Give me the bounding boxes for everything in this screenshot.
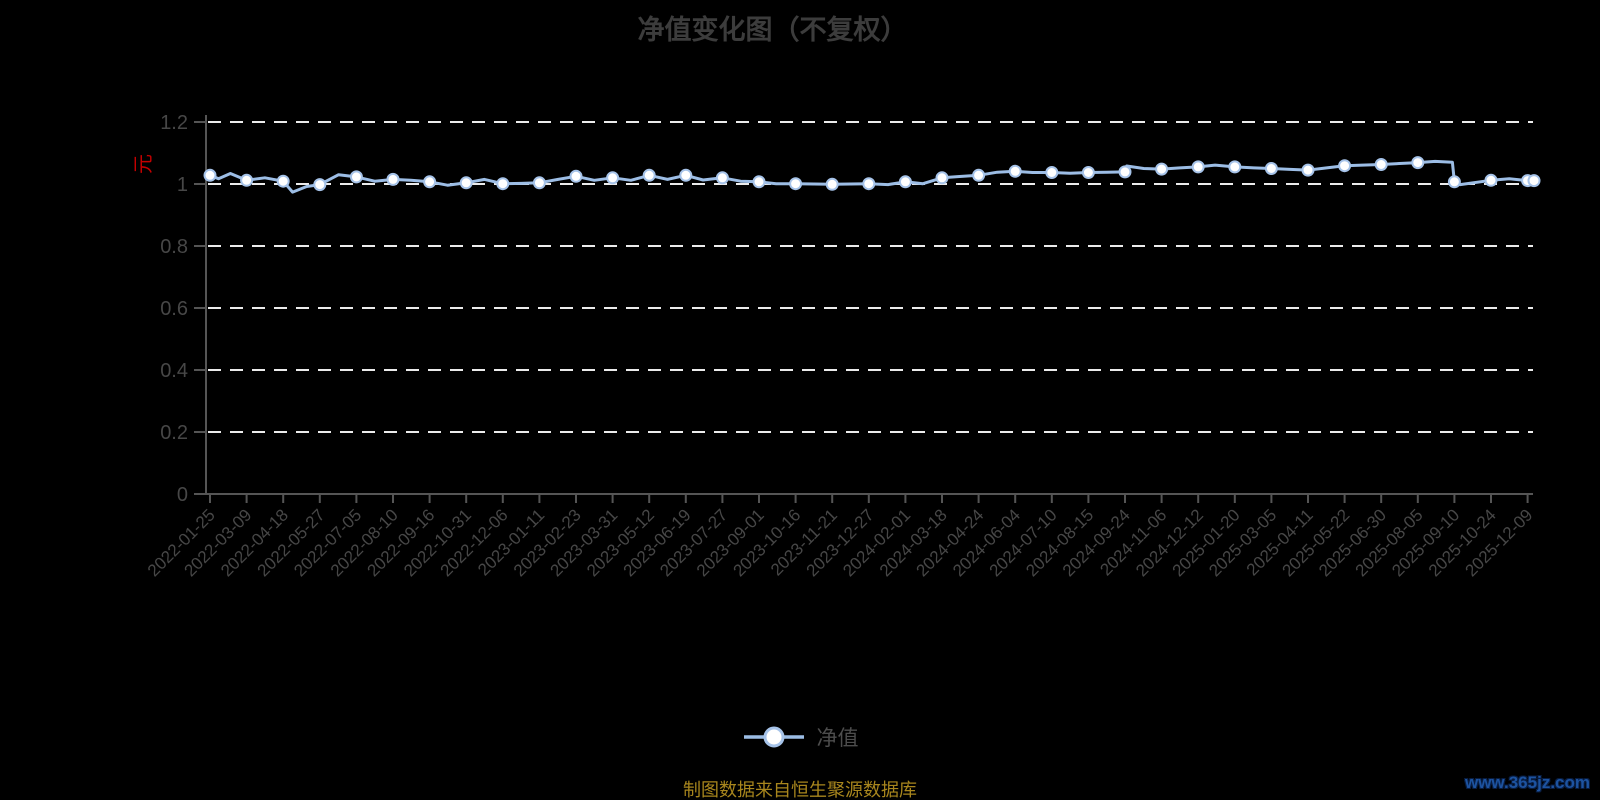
data-point-marker[interactable] (1484, 173, 1498, 187)
data-point-marker[interactable] (459, 176, 473, 190)
data-point-marker[interactable] (1228, 160, 1242, 174)
data-point-marker[interactable] (386, 172, 400, 186)
watermark-link[interactable]: www.365jz.com (1464, 773, 1590, 792)
data-point-marker[interactable] (752, 175, 766, 189)
y-tick-label: 1 (177, 174, 188, 196)
data-point-marker[interactable] (1008, 164, 1022, 178)
data-source-note: 制图数据来自恒生聚源数据库 (683, 780, 917, 800)
y-tick-label: 0 (177, 484, 188, 506)
data-point-marker[interactable] (276, 174, 290, 188)
data-point-marker[interactable] (532, 176, 546, 190)
y-axis-unit-label: 元 (133, 154, 155, 174)
data-point-marker[interactable] (1191, 160, 1205, 174)
legend-label: 净值 (816, 727, 859, 750)
data-point-marker[interactable] (1118, 165, 1132, 179)
data-point-marker[interactable] (313, 178, 327, 192)
data-point-marker[interactable] (1045, 166, 1059, 179)
data-point-marker[interactable] (569, 169, 583, 183)
data-point-marker[interactable] (1155, 162, 1169, 176)
data-point-marker[interactable] (898, 175, 912, 189)
y-tick-label: 0.4 (160, 360, 188, 382)
legend-item-nav[interactable]: 净值 (742, 722, 859, 752)
data-point-marker[interactable] (1264, 162, 1278, 175)
data-point-marker[interactable] (935, 171, 949, 185)
data-point-marker[interactable] (606, 171, 620, 185)
data-point-marker[interactable] (789, 177, 803, 191)
y-tick-label: 0.2 (160, 422, 188, 444)
data-point-marker[interactable] (825, 177, 839, 191)
data-point-marker[interactable] (1374, 158, 1388, 171)
y-tick-label: 0.8 (160, 236, 188, 258)
data-point-marker[interactable] (642, 168, 656, 182)
data-point-marker[interactable] (1527, 174, 1541, 188)
data-point-marker[interactable] (972, 168, 986, 182)
data-point-marker[interactable] (203, 168, 217, 182)
nav-series-line (208, 159, 1536, 194)
data-point-marker[interactable] (349, 170, 363, 184)
data-point-marker[interactable] (1338, 159, 1352, 173)
gridlines (208, 121, 1533, 433)
data-point-marker[interactable] (715, 171, 729, 185)
data-point-marker[interactable] (1081, 166, 1095, 179)
data-point-marker[interactable] (423, 175, 437, 189)
data-point-marker[interactable] (496, 177, 510, 191)
chart-legend: 净值 (0, 722, 1600, 752)
y-tick-label: 0.6 (160, 298, 188, 320)
data-point-marker[interactable] (1447, 175, 1461, 189)
data-point-marker[interactable] (1411, 156, 1425, 170)
line-series-marker-icon (743, 726, 804, 748)
data-point-marker[interactable] (240, 173, 254, 187)
y-tick-label: 1.2 (160, 112, 188, 134)
legend-marker (763, 726, 784, 748)
data-point-marker[interactable] (862, 177, 876, 191)
axes: 00.20.40.60.811.22022-01-252022-03-09202… (144, 112, 1537, 580)
data-point-marker[interactable] (1301, 163, 1315, 177)
chart-title: 净值变化图（不复权） (637, 15, 908, 45)
data-point-marker[interactable] (679, 168, 693, 182)
